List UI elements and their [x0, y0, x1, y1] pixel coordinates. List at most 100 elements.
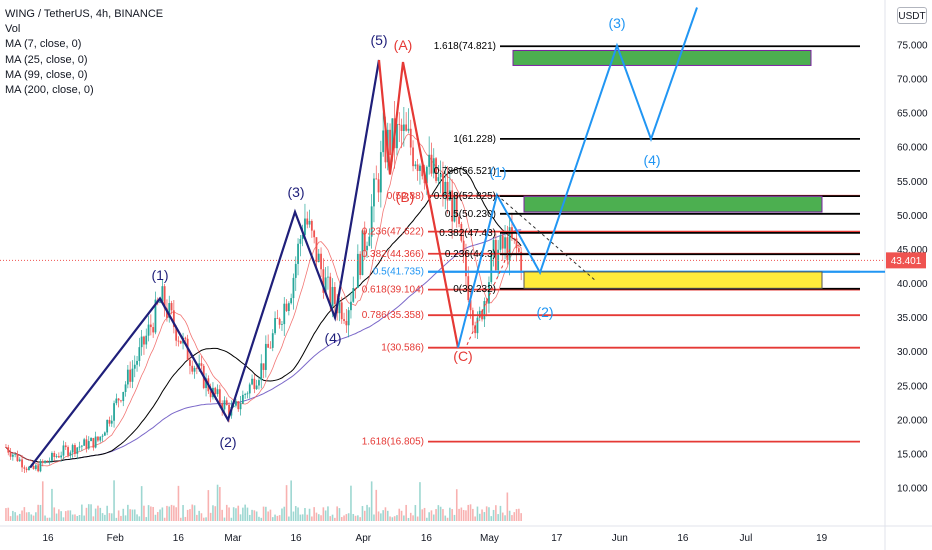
volume-bar [492, 509, 495, 521]
candle-body [11, 454, 14, 457]
volume-bar [368, 507, 371, 521]
volume-bar [258, 516, 260, 521]
candle-body [444, 181, 447, 197]
candle-body [205, 378, 207, 389]
candle-body [260, 363, 263, 381]
volume-bar [92, 516, 95, 521]
volume-bar [338, 508, 341, 521]
volume-bar [283, 506, 286, 521]
projection-label: (4) [643, 152, 660, 168]
volume-bar [294, 506, 297, 521]
x-tick-label: 16 [173, 533, 185, 544]
wave-label: (A) [394, 37, 413, 53]
volume-bar [352, 514, 355, 521]
candle-body [343, 319, 345, 321]
candle-body [338, 302, 341, 314]
volume-bar [281, 508, 283, 521]
volume-bar [97, 505, 99, 521]
candle-body [133, 364, 136, 369]
candle-body [18, 459, 21, 462]
volume-bar [184, 516, 187, 521]
volume-bar [515, 509, 518, 521]
volume-bar [308, 508, 311, 521]
volume-bar [437, 505, 440, 521]
volume-bar [508, 510, 511, 521]
volume-bar [428, 512, 430, 521]
candle-body [16, 453, 19, 462]
candle-body [292, 277, 295, 299]
candle-body [469, 300, 472, 311]
volume-bar [458, 508, 460, 521]
candle-body [439, 173, 442, 178]
candle-body [276, 318, 279, 319]
candle-body [21, 459, 23, 468]
volume-bar [306, 514, 309, 521]
fib-extension-label: 0(39.232) [453, 284, 496, 295]
candle-body [356, 253, 359, 288]
candle-body [467, 276, 470, 301]
volume-bar [21, 510, 23, 521]
x-tick-label: May [480, 533, 499, 544]
volume-bar [136, 514, 138, 521]
volume-bar [83, 515, 85, 521]
candle-body [494, 239, 497, 271]
candle-body [57, 456, 60, 458]
candle-body [159, 301, 161, 303]
y-tick-label: 10.000 [897, 484, 928, 495]
volume-bar [409, 512, 412, 521]
volume-bar [133, 509, 136, 521]
y-tick-label: 25.000 [897, 381, 928, 392]
legend-ma99: MA (99, close, 0) [5, 68, 88, 81]
volume-bar [104, 514, 106, 521]
volume-bar [230, 517, 233, 521]
volume-bar [467, 504, 470, 521]
volume-bar [488, 507, 490, 521]
candle-body [131, 368, 134, 382]
candle-body [377, 179, 380, 193]
wave-label: (1) [151, 267, 168, 283]
candle-body [62, 445, 65, 456]
volume-bar [391, 517, 394, 521]
candle-body [361, 230, 364, 276]
candle-body [140, 336, 143, 348]
candle-body [285, 303, 288, 311]
candle-body [200, 363, 203, 366]
volume-bar [260, 517, 263, 521]
candle-body [478, 310, 481, 318]
volume-bar [216, 484, 219, 521]
candle-body [154, 299, 157, 333]
volume-bar [108, 513, 111, 521]
volume-bar [442, 509, 444, 521]
volume-bar [363, 510, 366, 521]
candle-body [465, 251, 467, 277]
volume-bar [168, 506, 171, 521]
candle-body [421, 165, 424, 177]
volume-bar [511, 515, 513, 521]
currency-badge[interactable]: USDT [897, 7, 927, 24]
candle-body [301, 234, 304, 240]
candle-body [122, 391, 125, 402]
candle-body [216, 389, 219, 395]
candle-body [283, 303, 286, 325]
volume-bar [124, 515, 127, 521]
volume-bar [271, 517, 274, 521]
symbol-title[interactable]: WING / TetherUS, 4h, BINANCE [5, 8, 164, 20]
projection-label: (1) [489, 164, 506, 180]
x-tick-label: 17 [551, 533, 563, 544]
candle-body [44, 460, 46, 463]
candle-body [428, 154, 431, 167]
volume-bar [85, 507, 88, 521]
candle-body [191, 365, 194, 372]
candle-body [294, 263, 297, 278]
volume-bar [465, 510, 467, 521]
candle-body [255, 385, 258, 390]
volume-bar [16, 515, 19, 521]
candle-body [320, 253, 322, 270]
volume-bar [384, 507, 387, 521]
volume-bar [205, 517, 207, 521]
candle-body [228, 404, 230, 416]
candle-body [218, 389, 221, 404]
candle-body [55, 456, 58, 457]
candle-body [90, 438, 92, 442]
